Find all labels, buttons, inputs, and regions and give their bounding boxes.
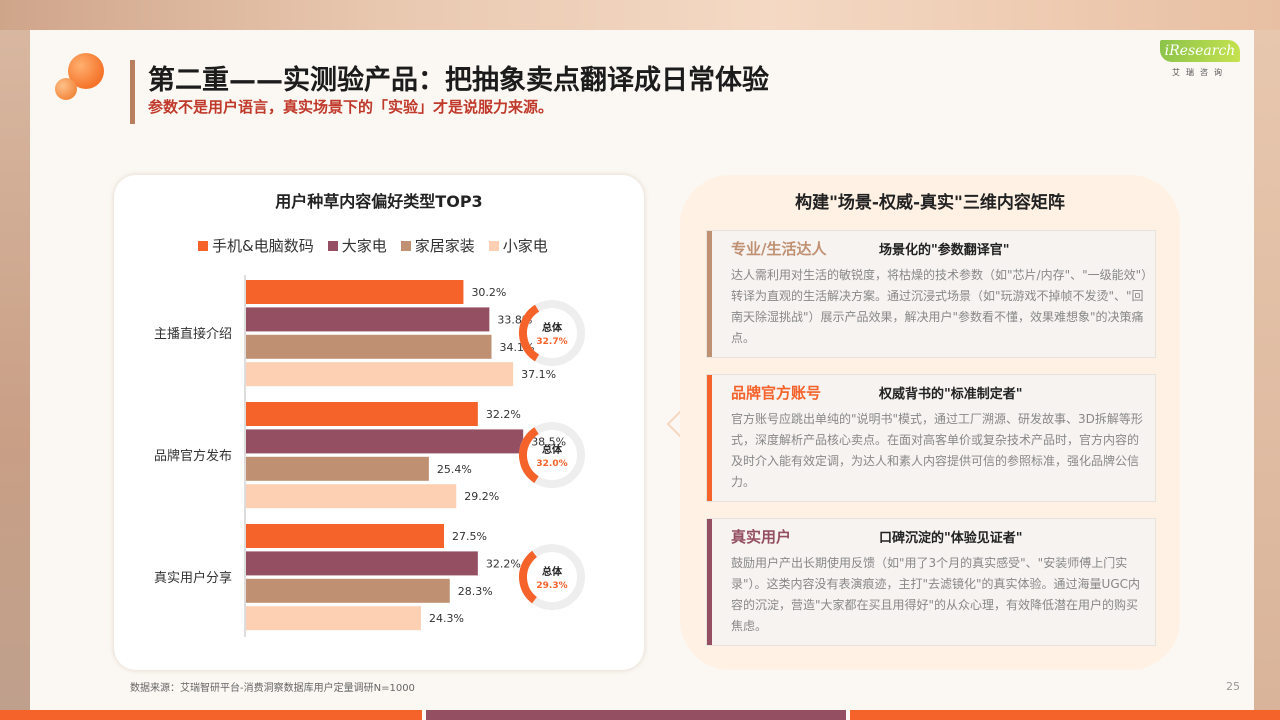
bar [246, 606, 421, 631]
bar [246, 362, 514, 387]
decor-circle-small [55, 78, 77, 100]
matrix-card-expert: 专业/生活达人 场景化的"参数翻译官" 达人需利用对生活的敏锐度，将枯燥的技术参… [706, 230, 1156, 358]
brand-name: iResearch [1160, 40, 1240, 62]
bar [246, 578, 450, 603]
donut-total-value: 32.0% [536, 459, 567, 469]
card-subtitle: 权威背书的"标准制定者" [879, 387, 1023, 402]
donut-value-arc [519, 544, 585, 611]
page-title: 第二重——实测验产品：把抽象卖点翻译成日常体验 [148, 65, 769, 96]
bar-value-label: 32.2% [486, 408, 521, 421]
card-accent-bar [707, 375, 712, 501]
card-accent-bar [707, 519, 712, 645]
bar-value-label: 29.2% [464, 490, 499, 503]
legend-label: 手机&电脑数码 [212, 237, 314, 255]
category-label: 真实用户分享 [154, 570, 232, 586]
card-accent-bar [707, 231, 712, 357]
bar [246, 484, 457, 509]
bar [246, 402, 478, 426]
bar-chart: 主播直接介绍30.2%33.8%34.1%37.1%总体32.7%品牌官方发布3… [154, 275, 585, 637]
bar-value-label: 38.5% [531, 435, 566, 448]
chevron-left-icon [666, 410, 683, 438]
bar-value-label: 25.4% [437, 463, 472, 476]
bar [246, 307, 490, 332]
legend-item-home: 家居家装 [400, 235, 475, 256]
card-body: 达人需利用对生活的敏锐度，将枯燥的技术参数（如"芯片/内存"、"一级能效"）转译… [731, 268, 1148, 345]
page-number: 25 [1226, 680, 1240, 693]
category-label: 品牌官方发布 [154, 448, 232, 464]
title-accent-bar [130, 60, 135, 124]
bottom-color-bar [0, 710, 1280, 720]
brand-logo: iResearch 艾瑞咨询 [1160, 40, 1240, 80]
legend-label: 大家电 [341, 237, 387, 255]
donut-total-label: 总体 [542, 443, 563, 456]
card-body: 官方账号应跳出单纯的"说明书"模式，通过工厂溯源、研发故事、3D拆解等形式，深度… [731, 412, 1143, 489]
bar-value-label: 37.1% [521, 368, 556, 381]
bar [246, 524, 444, 548]
legend-item-major-appliance: 大家电 [327, 235, 387, 256]
card-subtitle: 场景化的"参数翻译官" [879, 243, 1010, 258]
bar [246, 334, 492, 359]
chart-legend: 手机&电脑数码 大家电 家居家装 小家电 [198, 235, 548, 256]
legend-item-small-appliance: 小家电 [488, 235, 548, 256]
legend-label: 小家电 [502, 237, 548, 255]
donut-value-arc [519, 300, 585, 367]
card-body: 鼓励用户产出长期使用反馈（如"用了3个月的真实感受"、"安装师傅上门实录"）。这… [731, 556, 1141, 633]
background-right [1254, 30, 1280, 710]
card-subtitle: 口碑沉淀的"体验见证者" [879, 531, 1023, 546]
card-title: 真实用户 [731, 528, 792, 546]
bar-value-label: 32.2% [486, 557, 521, 570]
background-top [0, 0, 1280, 30]
brand-sub: 艾瑞咨询 [1172, 68, 1228, 77]
matrix-card-official: 品牌官方账号 权威背书的"标准制定者" 官方账号应跳出单纯的"说明书"模式，通过… [706, 374, 1156, 502]
bar [246, 551, 478, 576]
chart-title: 用户种草内容偏好类型TOP3 [275, 192, 483, 211]
data-source: 数据来源：艾瑞智研平台-消费洞察数据库用户定量调研N=1000 [130, 683, 415, 694]
legend-swatch [327, 240, 338, 251]
legend-swatch [488, 240, 499, 251]
category-label: 主播直接介绍 [154, 326, 232, 342]
matrix-card-user: 真实用户 口碑沉淀的"体验见证者" 鼓励用户产出长期使用反馈（如"用了3个月的真… [706, 518, 1156, 646]
bar-value-label: 27.5% [452, 530, 487, 543]
donut-value-arc [519, 422, 585, 489]
bar [246, 280, 464, 304]
donut-total-value: 29.3% [536, 581, 567, 591]
legend-item-digital: 手机&电脑数码 [198, 235, 314, 256]
page-subtitle: 参数不是用户语言，真实场景下的「实验」才是说服力来源。 [148, 98, 554, 116]
bar [246, 429, 524, 454]
donut-total-label: 总体 [542, 321, 563, 334]
donut-total-value: 32.7% [536, 337, 567, 347]
bar-value-label: 30.2% [471, 286, 506, 299]
bar [246, 456, 429, 481]
legend-label: 家居家装 [414, 237, 475, 255]
donut-total-label: 总体 [542, 565, 563, 578]
matrix-title: 构建"场景-权威-真实"三维内容矩阵 [795, 193, 1065, 213]
legend-swatch [198, 240, 208, 251]
bar-value-label: 24.3% [429, 612, 464, 625]
background-left [0, 30, 30, 710]
card-title: 专业/生活达人 [731, 240, 827, 258]
bar-value-label: 28.3% [458, 585, 493, 598]
legend-swatch [400, 240, 411, 251]
card-title: 品牌官方账号 [731, 384, 822, 402]
